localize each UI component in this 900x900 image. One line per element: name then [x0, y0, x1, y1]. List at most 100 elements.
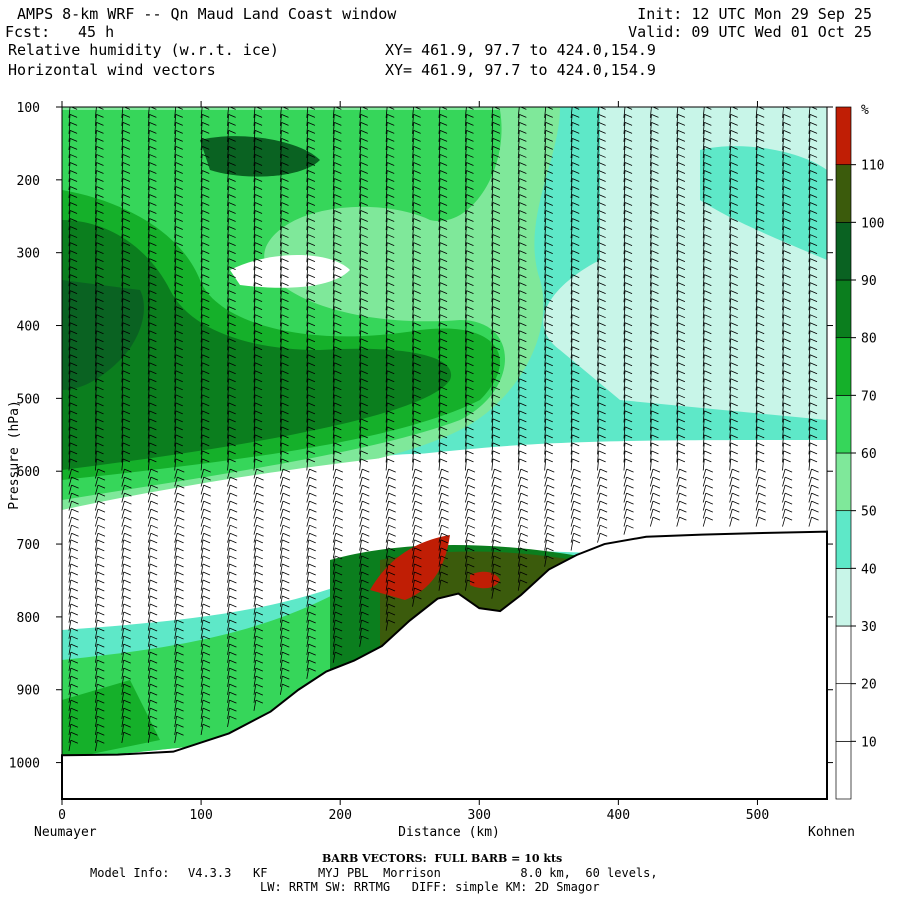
wind-barb-flag-305	[149, 627, 158, 632]
wind-barb-flag-770	[308, 659, 316, 664]
wind-barb-flag-1201	[494, 476, 502, 481]
wind-barb-288	[147, 501, 152, 511]
wind-barb-flag-433	[202, 386, 210, 391]
wind-barb-710	[306, 186, 309, 199]
wind-barb-511	[227, 394, 230, 407]
wind-barb-flag-306	[149, 635, 158, 640]
wind-barb-flag-545	[229, 659, 237, 664]
wind-barb-1209	[491, 547, 495, 559]
wind-barb-flag-905	[361, 619, 369, 624]
wind-barb-flag-112	[96, 354, 104, 359]
wind-barb-245	[147, 154, 150, 167]
wind-barb-flag-1255	[519, 418, 527, 423]
wind-barb-359	[174, 434, 177, 447]
wind-barb-1075	[438, 434, 441, 447]
wind-barb-1730	[755, 330, 758, 343]
wind-barb-flag-1694	[730, 450, 738, 455]
wind-barb-323	[174, 146, 177, 159]
wind-barb-1771	[782, 242, 785, 255]
wind-barb-flag-989	[413, 234, 421, 238]
wind-barb-flag-484	[228, 170, 236, 174]
wind-barb-flag-1314	[545, 410, 553, 415]
wind-barb-1241	[517, 314, 520, 327]
wind-barb-flag-133	[97, 524, 106, 529]
wind-barb-109	[94, 338, 97, 351]
wind-barb-886	[359, 477, 363, 487]
wind-barb-417	[200, 266, 203, 279]
wind-barb-flag-575	[254, 282, 263, 287]
wind-barb-flag-11	[69, 186, 78, 190]
wind-barb-847	[359, 162, 362, 175]
wind-barb-flag-1343	[572, 186, 580, 190]
wind-barb-186	[121, 314, 124, 327]
wind-barb-529	[227, 539, 230, 551]
wind-barb-flag-207	[124, 476, 132, 481]
wind-barb-flag-210	[124, 500, 132, 505]
wind-barb-flag-284	[149, 458, 157, 463]
wind-barb-flag-1200	[494, 468, 502, 473]
wind-barb-flag-610	[255, 563, 264, 568]
wind-barb-1326	[544, 517, 548, 527]
wind-barb-1525	[649, 354, 652, 367]
wind-barb-1522	[649, 330, 652, 343]
wind-barb-313	[147, 700, 151, 711]
wind-barb-1096	[464, 122, 467, 134]
wind-barb-flag-420	[202, 282, 210, 287]
wind-barb-flag-136	[97, 547, 105, 552]
wind-barb-1631	[702, 370, 705, 383]
wind-barb-1642	[702, 458, 705, 471]
wind-barb-flag-585	[254, 362, 263, 367]
wind-barb-1810	[808, 138, 811, 151]
wind-barb-flag-1707	[757, 138, 765, 142]
wind-barb-flag-1507	[651, 202, 659, 206]
wind-barb-flag-1667	[730, 234, 738, 238]
wind-barb-flag-84	[96, 130, 104, 134]
wind-barb-1275	[544, 107, 547, 118]
wind-barb-flag-1690	[730, 418, 738, 423]
wind-barb-flag-803	[334, 354, 342, 359]
wind-barb-1029	[412, 563, 415, 575]
wind-barb-633	[279, 154, 282, 167]
wind-barb-1693	[729, 450, 732, 463]
wind-barb-flag-416	[202, 250, 210, 254]
wind-barb-1304	[544, 338, 547, 351]
wind-barb-1393	[597, 154, 600, 167]
wind-barb-460	[200, 611, 204, 623]
wind-barb-763	[306, 611, 310, 623]
wind-barb-1826	[808, 266, 811, 279]
wind-barb-470	[200, 692, 204, 703]
wind-barb-1154	[491, 107, 494, 118]
wind-barb-flag-1606	[704, 162, 712, 166]
wind-barb-1345	[570, 210, 573, 223]
wind-barb-789	[332, 250, 335, 263]
wind-barb-1133	[464, 418, 467, 431]
wind-barb-flag-147	[97, 635, 105, 640]
wind-barb-971	[385, 619, 389, 631]
wind-barb-flag-1675	[730, 298, 738, 303]
wind-barb-flag-144	[97, 611, 105, 616]
wind-barb-375	[174, 563, 177, 575]
wind-barb-flag-417	[202, 258, 210, 262]
wind-barb-46	[68, 477, 72, 487]
wind-barb-flag-1405	[598, 242, 606, 246]
wind-barb-flag-647	[281, 258, 289, 262]
wind-barb-1706	[755, 138, 758, 151]
wind-barb-1649	[702, 517, 707, 527]
wind-barb-1779	[782, 306, 785, 319]
wind-barb-flag-1032	[414, 579, 422, 584]
wind-barb-flag-535	[229, 579, 237, 584]
wind-barb-flag-752	[309, 516, 317, 521]
colorbar-swatch-8	[835, 279, 852, 339]
wind-barb-flag-729	[307, 330, 316, 335]
wind-barb-851	[359, 194, 362, 207]
wind-barb-203	[121, 450, 124, 463]
wind-barb-flag-63	[70, 603, 79, 608]
wind-barb-flag-1478	[624, 394, 633, 399]
wind-barb-flag-1557	[677, 186, 686, 190]
wind-barb-1627	[702, 338, 705, 351]
wind-barb-flag-106	[96, 306, 104, 311]
wind-barb-289	[147, 509, 152, 519]
wind-barb-1535	[649, 434, 652, 447]
wind-barb-709	[306, 178, 309, 191]
wind-barb-flag-1774	[783, 258, 791, 262]
